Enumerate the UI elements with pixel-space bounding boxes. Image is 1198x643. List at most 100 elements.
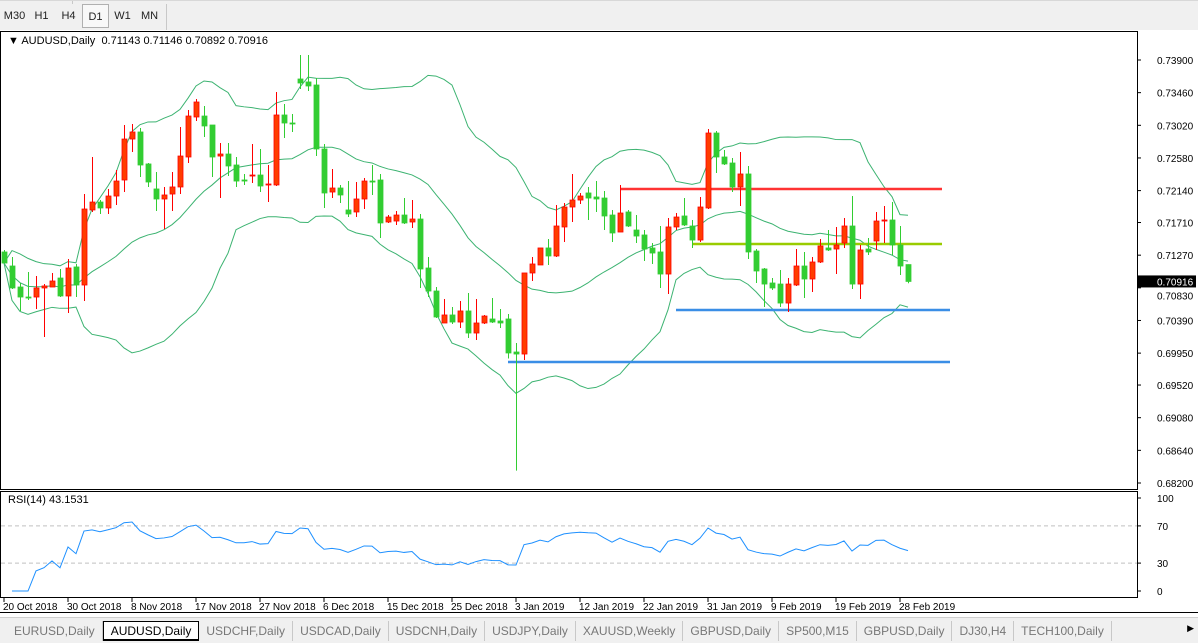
candle-body bbox=[353, 198, 360, 213]
candle-body bbox=[153, 188, 160, 200]
candle-body bbox=[201, 115, 208, 127]
candle-body bbox=[873, 220, 880, 242]
candle-body bbox=[281, 114, 288, 124]
chart-tab[interactable]: TECH100,Daily bbox=[1014, 621, 1112, 641]
bearish-candle bbox=[97, 200, 104, 214]
bearish-candle bbox=[57, 268, 64, 298]
candle-body bbox=[681, 215, 688, 226]
timeframe-h4-button[interactable]: H4 bbox=[61, 10, 76, 22]
bullish-candle bbox=[737, 152, 744, 206]
chart-tab[interactable]: SP500,M15 bbox=[779, 621, 857, 641]
candle-body bbox=[33, 287, 40, 298]
bearish-candle bbox=[745, 165, 752, 260]
bullish-candle bbox=[705, 129, 712, 210]
candle-body bbox=[417, 218, 424, 270]
chart-tab[interactable]: GBPUSD,Daily bbox=[857, 621, 953, 641]
bollinger-upper-band bbox=[3, 74, 909, 267]
symbol-label: AUDUSD,Daily bbox=[21, 35, 96, 47]
bullish-candle bbox=[529, 257, 536, 281]
price-axis-label: 0.73460 bbox=[1157, 89, 1194, 100]
candle-body bbox=[729, 162, 736, 188]
bearish-candle bbox=[297, 55, 304, 90]
bearish-candle bbox=[585, 186, 592, 220]
bearish-candle bbox=[321, 144, 328, 208]
bearish-candle bbox=[201, 106, 208, 138]
bullish-candle bbox=[361, 177, 368, 210]
bullish-candle bbox=[113, 169, 120, 206]
timeframe-h1-button[interactable]: H1 bbox=[34, 10, 49, 22]
rsi-label: RSI(14) 43.1531 bbox=[8, 494, 89, 506]
candle-body bbox=[833, 244, 840, 250]
chart-tab[interactable]: USDCNH,Daily bbox=[389, 621, 486, 641]
chart-tab[interactable]: USDCHF,Daily bbox=[199, 621, 294, 641]
bearish-candle bbox=[601, 190, 608, 231]
bullish-candle bbox=[393, 211, 400, 225]
bullish-candle bbox=[785, 278, 792, 313]
candle-body bbox=[185, 115, 192, 158]
bullish-candle bbox=[121, 125, 128, 193]
chart-tab[interactable]: XAUUSD,Weekly bbox=[576, 621, 684, 641]
current-price-box bbox=[1138, 275, 1196, 288]
bearish-candle bbox=[513, 343, 520, 471]
candle-body bbox=[49, 280, 56, 288]
bullish-candle bbox=[265, 165, 272, 203]
candle-body bbox=[705, 132, 712, 209]
candle-body bbox=[649, 247, 656, 254]
bearish-candle bbox=[713, 131, 720, 174]
chart-tab[interactable]: USDJPY,Daily bbox=[485, 621, 576, 641]
chart-tab[interactable]: GBPUSD,Daily bbox=[683, 621, 780, 641]
timeframe-d1-button[interactable]: D1 bbox=[82, 4, 109, 28]
price-axis-label: 0.69080 bbox=[1157, 414, 1194, 425]
bullish-candle bbox=[833, 226, 840, 275]
candle-body bbox=[489, 318, 496, 323]
bollinger-lower-band bbox=[3, 215, 909, 394]
chart-tabs-bar: EURUSD,Daily AUDUSD,Daily USDCHF,Daily USDC… bbox=[0, 617, 1198, 643]
candle-body bbox=[193, 101, 200, 118]
candle-body bbox=[385, 216, 392, 223]
bearish-candle bbox=[729, 158, 736, 193]
candle-body bbox=[393, 214, 400, 222]
chart-tab[interactable]: AUDUSD,Daily bbox=[102, 621, 200, 641]
bearish-candle bbox=[345, 181, 352, 218]
chart-tab[interactable]: DJ30,H4 bbox=[952, 621, 1015, 641]
chart-menu-triangle-icon[interactable]: ▼ bbox=[8, 35, 22, 47]
bullish-candle bbox=[841, 217, 848, 248]
bearish-candle bbox=[497, 308, 504, 328]
chart-tab[interactable]: EURUSD,Daily bbox=[7, 621, 103, 641]
date-axis-label: 27 Nov 2018 bbox=[259, 602, 316, 613]
bearish-candle bbox=[545, 238, 552, 265]
bullish-candle bbox=[521, 272, 528, 361]
price-axis-label: 0.71710 bbox=[1157, 219, 1194, 230]
candle-body bbox=[689, 225, 696, 241]
date-axis-label: 9 Feb 2019 bbox=[771, 602, 822, 613]
candle-body bbox=[409, 218, 416, 223]
tabs-scroll-right-icon[interactable]: ▶ bbox=[1187, 623, 1194, 633]
candle-body bbox=[217, 153, 224, 157]
candle-body bbox=[9, 265, 16, 289]
candle-body bbox=[145, 163, 152, 183]
date-axis-label: 8 Nov 2018 bbox=[131, 602, 183, 613]
candle-body bbox=[601, 197, 608, 217]
chart-tab[interactable]: USDCAD,Daily bbox=[293, 621, 389, 641]
timeframe-buttons: M30 H1 H4 D1 W1 MN bbox=[1, 4, 167, 30]
timeframe-m30-button[interactable]: M30 bbox=[3, 10, 26, 22]
bullish-candle bbox=[481, 314, 488, 325]
candle-body bbox=[465, 310, 472, 334]
candle-body bbox=[617, 212, 624, 233]
date-axis-label: 22 Jan 2019 bbox=[643, 602, 698, 613]
candle-body bbox=[825, 247, 832, 251]
candle-body bbox=[809, 261, 816, 280]
chart-header: ▼ AUDUSD,Daily 0.71143 0.71146 0.70892 0… bbox=[8, 35, 268, 47]
timeframe-w1-button[interactable]: W1 bbox=[114, 10, 131, 22]
price-axis-label: 0.70830 bbox=[1157, 291, 1194, 302]
timeframe-mn-button[interactable]: MN bbox=[140, 10, 159, 22]
candle-body bbox=[737, 173, 744, 188]
price-axis-label: 0.70390 bbox=[1157, 316, 1194, 327]
bearish-candle bbox=[641, 230, 648, 262]
candle-body bbox=[745, 173, 752, 253]
bullish-candle bbox=[89, 156, 96, 212]
chart-window[interactable]: 0.73900 0.73460 0.73020 0.72580 0.72140 0.717… bbox=[0, 0, 1198, 616]
price-axis-label: 0.69520 bbox=[1157, 381, 1194, 392]
bullish-candle bbox=[329, 169, 336, 199]
ohlc-readout: 0.71143 0.71146 0.70892 0.70916 bbox=[101, 35, 269, 47]
